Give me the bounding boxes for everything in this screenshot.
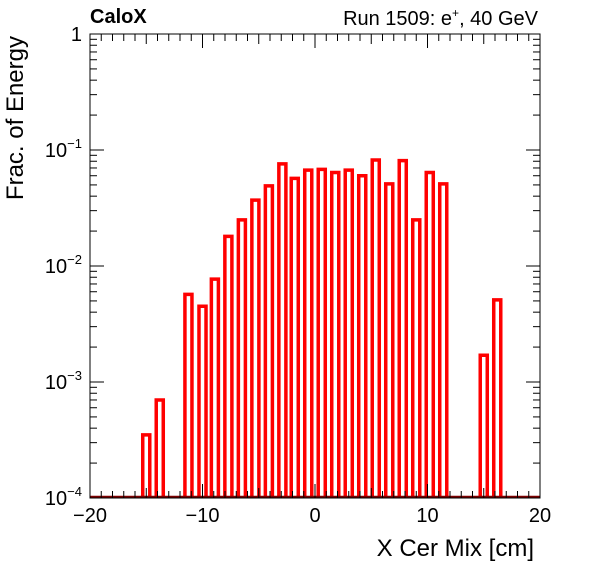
histogram-bin (223, 234, 234, 498)
histogram-bin (343, 168, 355, 498)
ticks-layer (89, 34, 541, 499)
run-info-prefix: Run 1509: e (343, 8, 453, 30)
plot-frame (89, 33, 541, 499)
histogram-bin (478, 353, 490, 498)
histogram-bin (263, 184, 275, 498)
histogram-bin (154, 398, 166, 498)
histogram-bin (277, 162, 288, 498)
x-tick-label: 0 (309, 505, 320, 527)
x-tick-labels: −20 −10 0 10 20 (73, 505, 551, 527)
histogram-bin (437, 182, 449, 498)
histogram-bin (236, 218, 248, 498)
histogram-bin (329, 170, 341, 498)
histogram-bin (370, 158, 382, 498)
y-axis-label: Frac. of Energy (2, 36, 29, 200)
y-tick-label: 10−3 (45, 368, 82, 394)
histogram-bin (209, 277, 221, 498)
y-tick-label: 10−2 (45, 252, 82, 278)
bars-layer (140, 158, 503, 498)
histogram-bin (289, 176, 301, 498)
y-tick-labels: 1 10−1 10−2 10−3 10−4 (45, 24, 82, 510)
histogram-bin (197, 304, 208, 498)
y-tick-label: 10−1 (45, 136, 82, 162)
y-tick-label: 10−4 (45, 484, 82, 510)
x-tick-label: 10 (416, 505, 438, 527)
histogram-bin (397, 158, 409, 498)
x-tick-label: −10 (186, 505, 220, 527)
run-info-suffix: , 40 GeV (459, 8, 538, 30)
run-info-superscript: + (452, 6, 460, 20)
histogram-bin (383, 182, 395, 498)
histogram-bin (250, 198, 261, 498)
x-axis-label: X Cer Mix [cm] (377, 535, 534, 562)
run-info-label: Run 1509: e+, 40 GeV (343, 6, 538, 31)
chart-top-left-label: CaloX (90, 6, 147, 28)
histogram-bin (302, 168, 314, 498)
histogram-bin (424, 170, 436, 498)
histogram-bin (140, 433, 152, 498)
histogram-bin (491, 298, 503, 498)
x-tick-label: 20 (529, 505, 551, 527)
x-tick-label: −20 (73, 505, 107, 527)
y-tick-label: 1 (71, 24, 82, 46)
histogram-bin (183, 292, 194, 498)
histogram-bin (356, 173, 368, 498)
histogram-bin (316, 167, 328, 498)
histogram-bin (410, 218, 422, 498)
